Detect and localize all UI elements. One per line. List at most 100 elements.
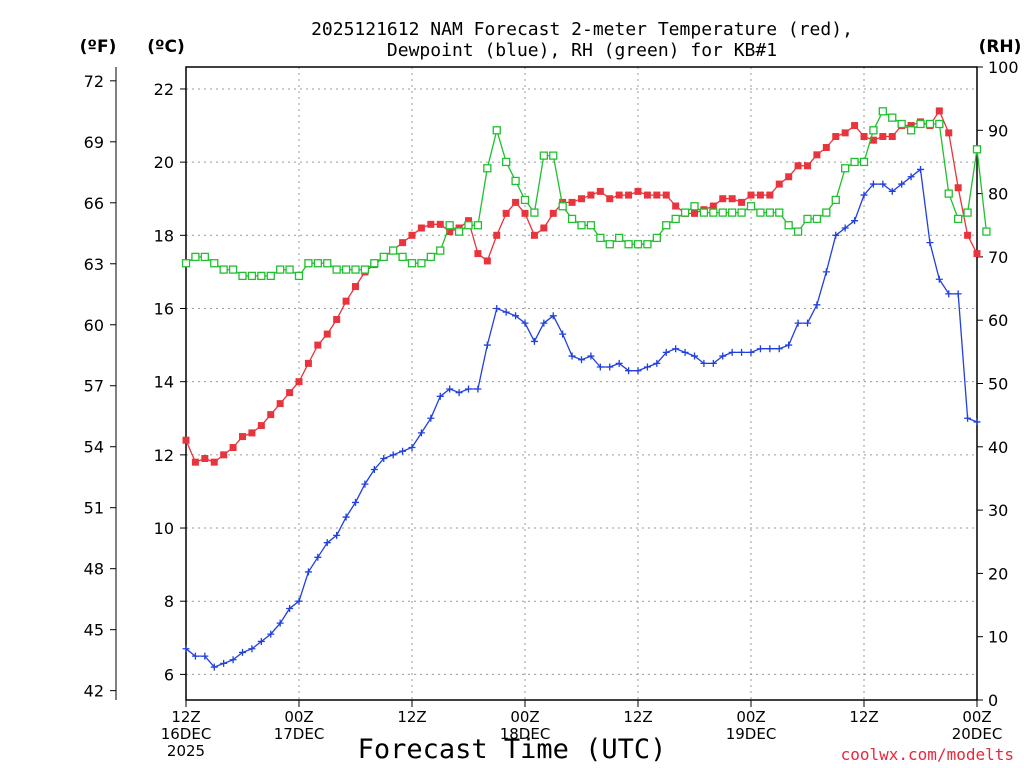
data-point	[295, 597, 303, 605]
data-point	[935, 275, 943, 283]
data-point	[851, 217, 859, 225]
data-point	[220, 451, 228, 459]
data-point	[502, 209, 510, 217]
x-tick-label: 00Z	[962, 708, 991, 726]
data-point	[700, 359, 708, 367]
data-point	[625, 191, 633, 199]
data-point	[191, 652, 199, 660]
rh-tick-label: 80	[988, 185, 1008, 204]
data-point	[181, 259, 191, 268]
data-point	[812, 214, 822, 224]
x-tick-label: 12Z	[623, 708, 652, 726]
data-point	[850, 157, 859, 167]
data-point	[342, 297, 350, 305]
x-tick-label: 2025	[167, 742, 205, 760]
data-point	[276, 400, 284, 408]
data-point	[793, 227, 803, 236]
data-point	[878, 107, 887, 116]
data-point	[605, 240, 614, 249]
data-point	[964, 414, 972, 422]
data-point	[804, 319, 811, 327]
data-point	[446, 385, 454, 393]
data-point	[436, 220, 444, 228]
data-point	[926, 239, 934, 247]
data-point	[906, 126, 916, 135]
data-point	[813, 151, 821, 159]
x-tick-label: 20DEC	[952, 725, 1003, 743]
data-point	[747, 191, 755, 199]
data-point	[294, 271, 304, 281]
data-point	[521, 209, 529, 217]
data-point	[465, 217, 472, 225]
data-point	[257, 422, 265, 430]
rh-tick-label: 60	[988, 311, 1008, 330]
data-point	[653, 359, 661, 367]
data-point	[963, 208, 972, 217]
data-point	[474, 385, 482, 393]
data-point	[427, 220, 435, 228]
data-point	[982, 227, 991, 236]
data-point	[483, 257, 491, 265]
data-point	[596, 233, 605, 243]
x-tick-label: 00Z	[510, 708, 539, 726]
data-point	[267, 411, 275, 419]
data-point	[182, 436, 190, 444]
data-point	[709, 202, 717, 210]
data-point	[220, 659, 228, 667]
data-point	[945, 129, 953, 137]
x-tick-label: 19DEC	[726, 725, 777, 743]
data-point	[568, 352, 576, 360]
data-point	[417, 259, 426, 268]
data-point	[756, 191, 764, 199]
data-point	[747, 348, 755, 356]
data-point	[634, 367, 642, 375]
data-point	[718, 208, 727, 217]
data-point	[210, 663, 218, 671]
data-point	[606, 195, 614, 203]
data-point	[540, 319, 548, 327]
data-point	[228, 265, 238, 274]
data-point	[869, 180, 877, 188]
data-point	[530, 231, 538, 239]
data-point	[370, 465, 378, 473]
data-point	[530, 208, 539, 217]
x-tick-label: 00Z	[284, 708, 313, 726]
data-point	[238, 271, 247, 281]
data-point	[841, 224, 849, 232]
data-point	[606, 363, 614, 371]
series-2-meter-temperature	[182, 107, 981, 466]
data-point	[898, 180, 906, 188]
data-point	[691, 352, 698, 360]
data-point	[766, 191, 774, 199]
data-point	[201, 652, 209, 660]
x-tick-label: 12Z	[849, 708, 878, 726]
series-line	[185, 168, 978, 668]
data-point	[794, 319, 802, 327]
data-point	[389, 246, 398, 255]
data-point	[973, 250, 981, 258]
data-point	[935, 119, 944, 129]
data-point	[935, 107, 943, 115]
data-point	[539, 151, 548, 160]
celsius-tick-label: 14	[154, 373, 174, 392]
data-point	[229, 656, 237, 664]
data-point	[304, 568, 312, 576]
data-point	[352, 498, 359, 506]
data-point	[512, 198, 520, 206]
data-point	[360, 265, 370, 274]
data-point	[954, 184, 962, 192]
data-point	[492, 126, 501, 135]
rh-tick-label: 90	[988, 121, 1008, 140]
data-point	[897, 119, 906, 129]
rh-axis: 0 10 20 30 40 50 60 70 80 90 100	[977, 58, 1019, 710]
data-point	[568, 198, 576, 206]
data-point	[681, 348, 689, 356]
celsius-tick-label: 6	[164, 665, 174, 684]
data-point	[869, 136, 877, 144]
data-point	[257, 637, 265, 645]
data-point	[954, 214, 963, 224]
data-point	[813, 301, 821, 309]
data-point	[248, 429, 256, 437]
data-point	[728, 208, 737, 217]
